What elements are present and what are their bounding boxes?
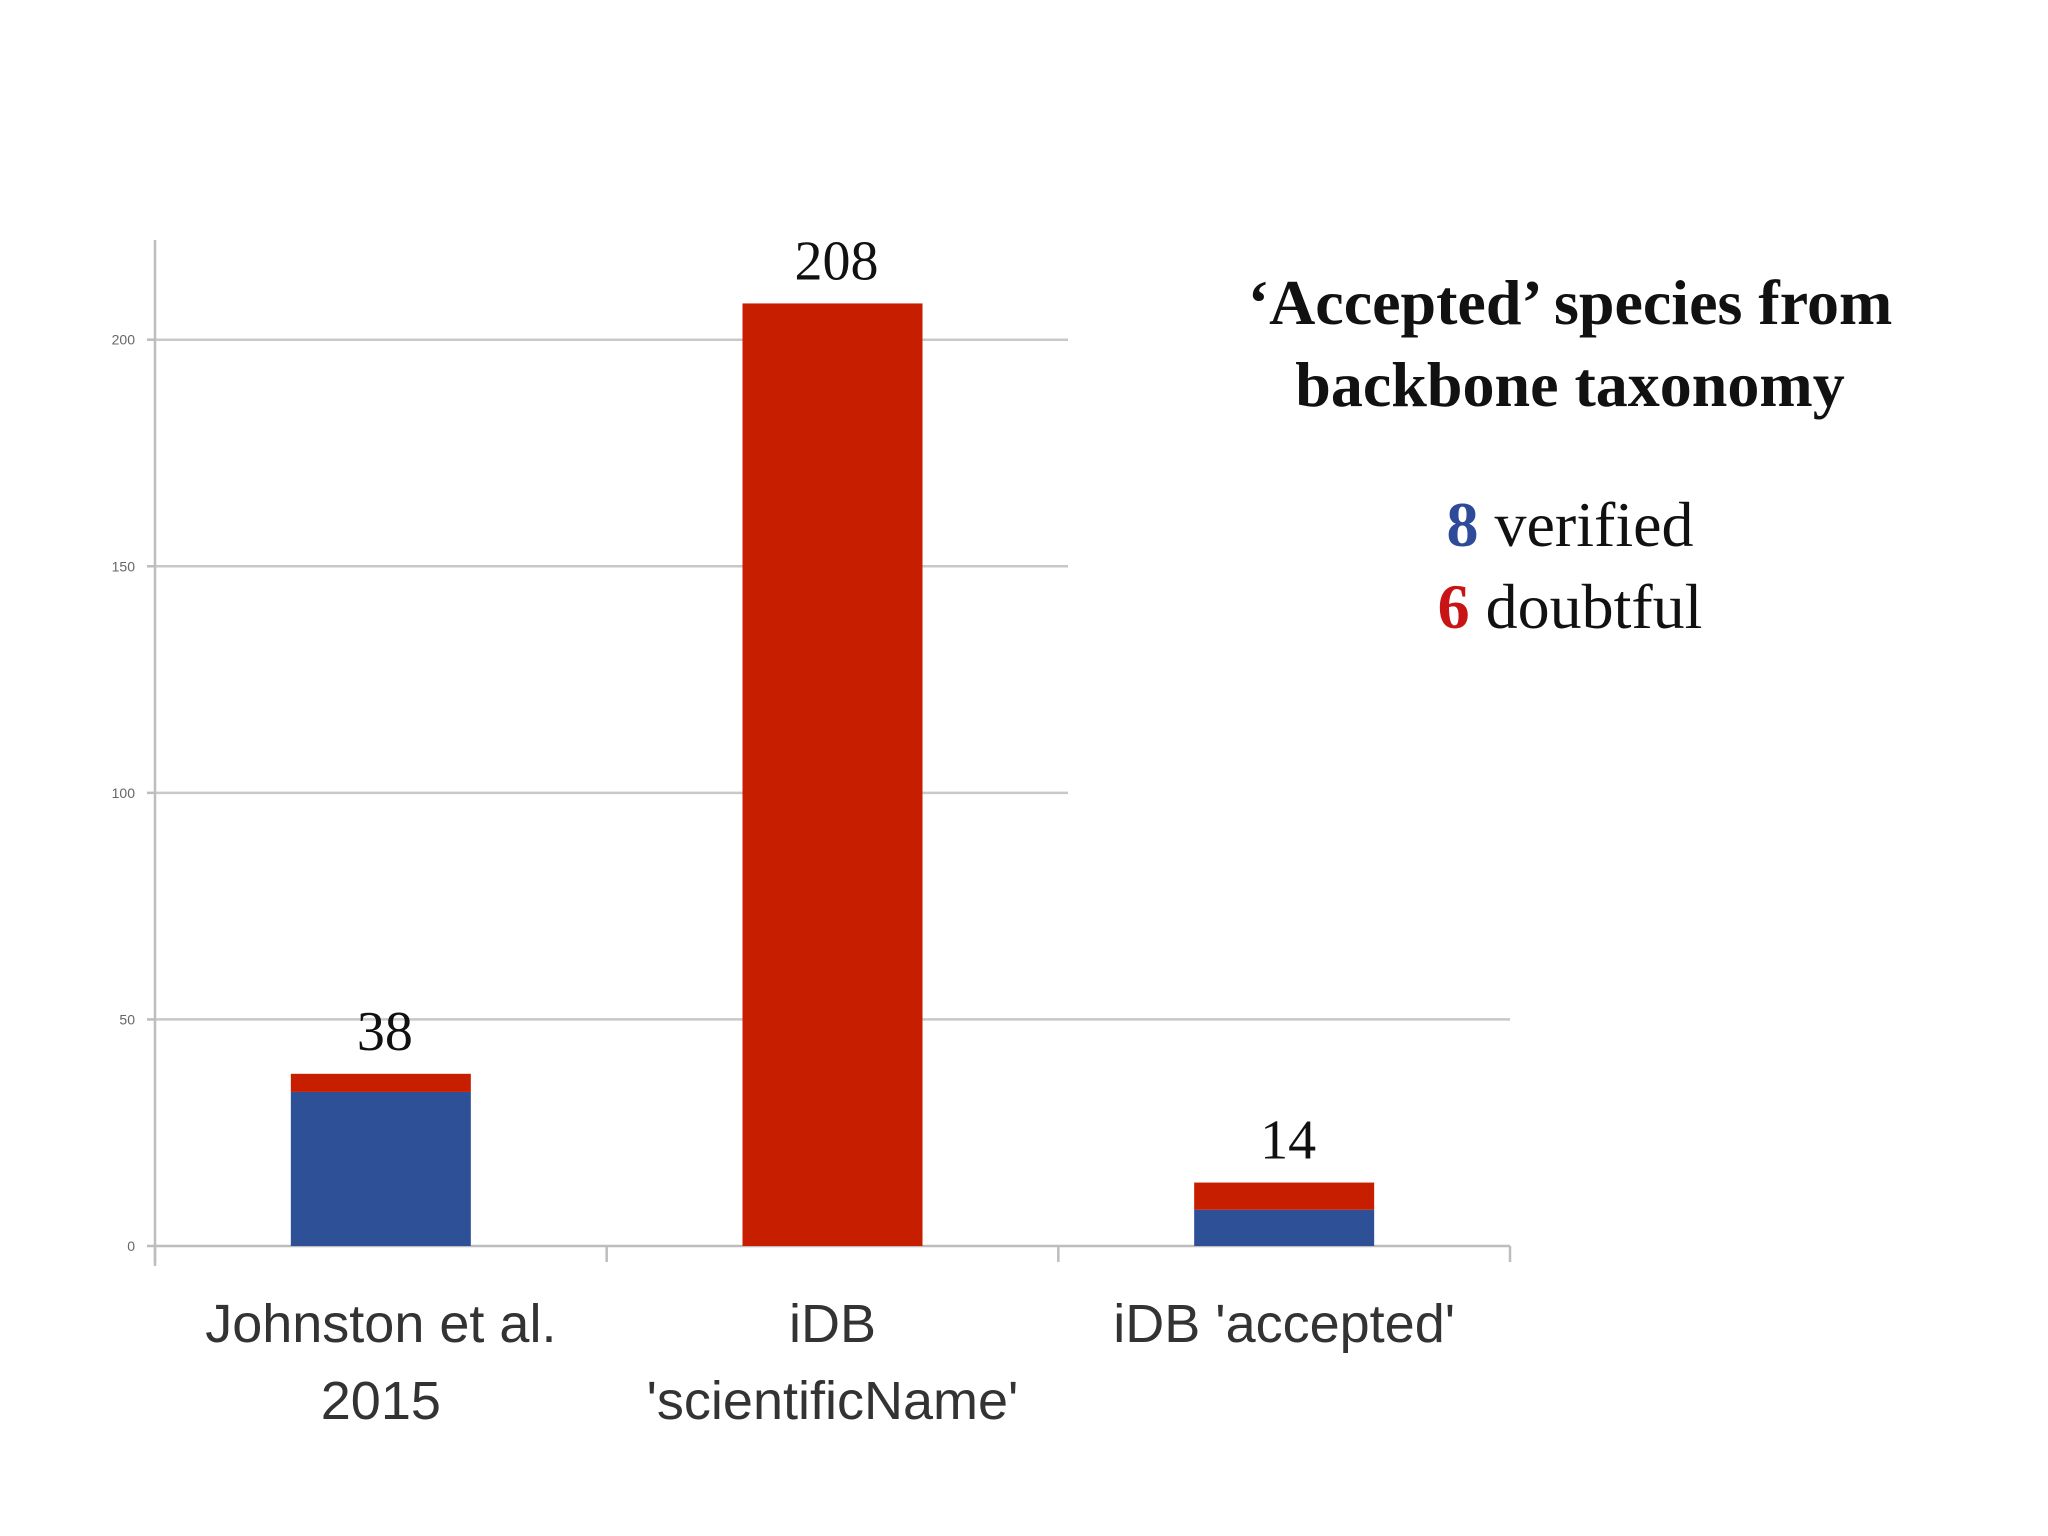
- doubtful-label: doubtful: [1469, 571, 1703, 642]
- y-tick-label-0: 0: [127, 1238, 135, 1254]
- total-label-0: 38: [357, 1001, 413, 1063]
- annotation-panel: ‘Accepted’ species from backbone taxonom…: [1170, 262, 1970, 648]
- y-tick-label-200: 200: [112, 332, 136, 348]
- bar-0-series-0: [290, 1091, 471, 1246]
- total-label-1: 208: [795, 230, 879, 292]
- bar-1-series-1: [742, 303, 923, 1247]
- labels: 0 50 100 150 200 38 Johnston et al. 2015 208 iDB '…: [112, 230, 1455, 1431]
- bar-2-series-1: [1194, 1182, 1375, 1210]
- verified-row: 8 verified: [1170, 484, 1970, 566]
- bars: [290, 303, 1375, 1247]
- category-label-0-line-0: Johnston et al.: [205, 1294, 556, 1354]
- annotation-title: ‘Accepted’ species from backbone taxonom…: [1170, 262, 1970, 426]
- annotation-title-line-1: ‘Accepted’ species from: [1247, 267, 1893, 338]
- category-label-0-line-1: 2015: [321, 1371, 441, 1431]
- doubtful-count: 6: [1437, 571, 1470, 642]
- y-tick-label-50: 50: [119, 1011, 135, 1027]
- category-label-1-line-0: iDB: [789, 1294, 876, 1354]
- bar-0-series-1: [290, 1073, 471, 1092]
- total-label-2: 14: [1260, 1110, 1316, 1172]
- category-label-2-line-0: iDB 'accepted': [1113, 1294, 1455, 1354]
- category-label-1-line-1: 'scientificName': [647, 1371, 1019, 1431]
- annotation-title-line-2: backbone taxonomy: [1295, 349, 1845, 420]
- annotation-counts: 8 verified 6 doubtful: [1170, 484, 1970, 648]
- verified-label: verified: [1478, 489, 1694, 560]
- y-tick-label-100: 100: [112, 785, 136, 801]
- doubtful-row: 6 doubtful: [1170, 566, 1970, 648]
- y-tick-label-150: 150: [112, 558, 136, 574]
- verified-count: 8: [1446, 489, 1479, 560]
- bar-2-series-0: [1194, 1209, 1375, 1246]
